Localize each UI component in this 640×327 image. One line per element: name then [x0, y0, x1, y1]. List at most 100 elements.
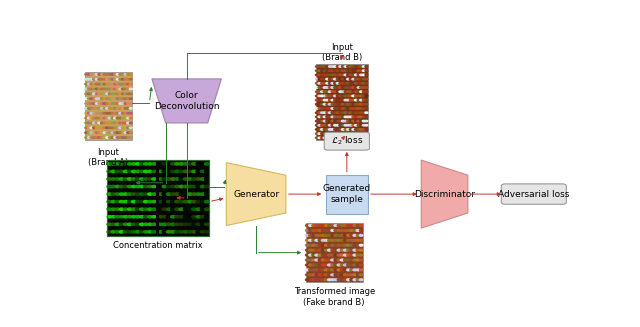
Circle shape [116, 98, 119, 99]
Circle shape [119, 231, 124, 233]
Circle shape [333, 99, 337, 101]
Circle shape [124, 74, 127, 75]
Circle shape [344, 254, 347, 256]
Circle shape [360, 269, 363, 271]
Circle shape [353, 225, 356, 226]
Circle shape [124, 193, 128, 195]
Circle shape [111, 103, 114, 104]
Circle shape [107, 185, 111, 188]
Circle shape [316, 83, 318, 84]
Circle shape [336, 66, 339, 67]
Circle shape [318, 225, 322, 226]
Circle shape [140, 215, 144, 218]
Circle shape [179, 163, 184, 165]
Circle shape [179, 170, 184, 173]
Circle shape [95, 74, 98, 75]
Circle shape [162, 185, 167, 188]
Circle shape [349, 120, 352, 122]
Circle shape [111, 122, 114, 124]
Circle shape [107, 200, 111, 203]
Circle shape [352, 104, 355, 105]
Circle shape [162, 170, 167, 173]
Circle shape [103, 122, 106, 124]
Circle shape [323, 108, 326, 109]
Circle shape [323, 74, 326, 76]
Circle shape [162, 215, 167, 218]
Circle shape [321, 83, 324, 84]
Circle shape [183, 223, 188, 226]
Circle shape [127, 193, 132, 195]
Circle shape [344, 99, 347, 101]
Circle shape [316, 108, 318, 109]
Circle shape [336, 74, 339, 76]
Circle shape [188, 215, 192, 218]
Circle shape [166, 200, 171, 203]
Circle shape [342, 108, 344, 109]
Circle shape [179, 193, 184, 195]
Circle shape [318, 249, 322, 251]
Polygon shape [227, 163, 286, 226]
Circle shape [308, 244, 312, 246]
Circle shape [316, 120, 318, 122]
Circle shape [127, 223, 132, 225]
Circle shape [340, 225, 344, 226]
Circle shape [344, 108, 347, 109]
Circle shape [103, 112, 106, 114]
Circle shape [340, 244, 344, 246]
Circle shape [114, 122, 116, 124]
Circle shape [365, 104, 368, 105]
Circle shape [352, 120, 355, 122]
Circle shape [183, 200, 188, 203]
Circle shape [122, 112, 124, 114]
Circle shape [360, 279, 363, 281]
Circle shape [347, 99, 349, 101]
Circle shape [95, 83, 98, 85]
Circle shape [353, 249, 356, 251]
Circle shape [353, 259, 356, 261]
Bar [306, 223, 363, 282]
Circle shape [103, 103, 106, 104]
Circle shape [342, 78, 344, 80]
Circle shape [315, 230, 319, 231]
Circle shape [342, 125, 344, 126]
Circle shape [144, 215, 148, 218]
Circle shape [100, 112, 104, 114]
Circle shape [339, 87, 342, 88]
Circle shape [360, 87, 363, 88]
Circle shape [200, 185, 205, 188]
Circle shape [323, 116, 326, 118]
Circle shape [326, 87, 329, 88]
Circle shape [152, 178, 156, 180]
Circle shape [136, 170, 140, 173]
Circle shape [344, 239, 347, 241]
Circle shape [349, 112, 352, 113]
Circle shape [334, 225, 337, 226]
Circle shape [148, 200, 152, 203]
Circle shape [347, 74, 349, 76]
Circle shape [95, 127, 98, 129]
Circle shape [308, 254, 312, 256]
Circle shape [334, 259, 337, 261]
Circle shape [119, 108, 122, 109]
Circle shape [353, 279, 356, 281]
Circle shape [100, 127, 104, 129]
Circle shape [107, 193, 111, 195]
Circle shape [312, 225, 316, 226]
Circle shape [318, 264, 322, 266]
Circle shape [323, 66, 326, 67]
Circle shape [347, 112, 349, 113]
Circle shape [200, 215, 205, 218]
Circle shape [98, 137, 100, 138]
Circle shape [98, 93, 100, 95]
Circle shape [323, 95, 326, 96]
Circle shape [339, 91, 342, 93]
Circle shape [355, 74, 357, 76]
Circle shape [318, 66, 321, 67]
Circle shape [179, 200, 184, 203]
Circle shape [88, 103, 90, 104]
Circle shape [114, 103, 116, 104]
Circle shape [352, 74, 355, 76]
Circle shape [352, 70, 355, 71]
Circle shape [308, 234, 312, 236]
Circle shape [171, 193, 175, 195]
